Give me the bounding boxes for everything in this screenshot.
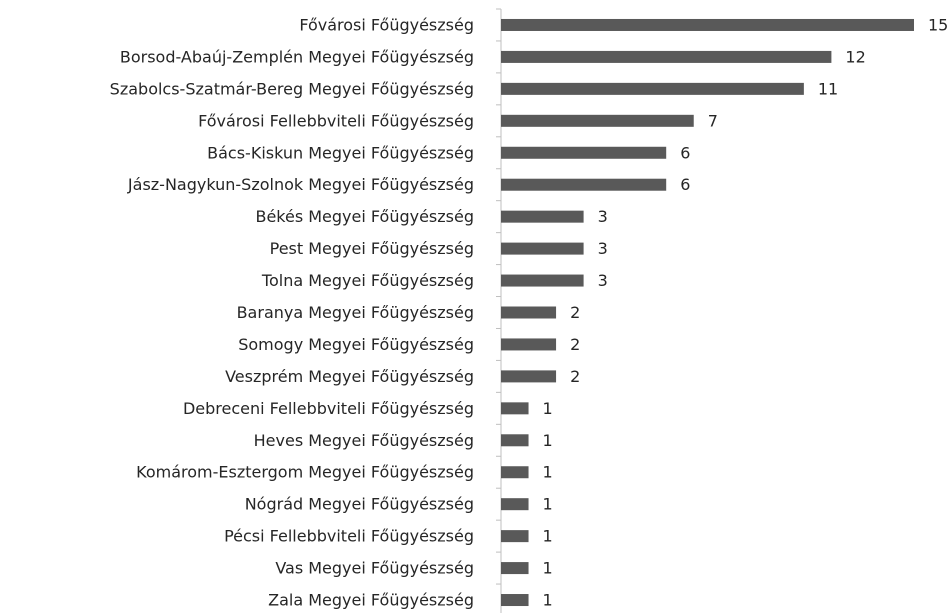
bar bbox=[501, 498, 529, 511]
value-label: 11 bbox=[818, 79, 838, 98]
category-label: Szabolcs-Szatmár-Bereg Megyei Főügyészsé… bbox=[110, 79, 474, 98]
value-label: 6 bbox=[680, 175, 690, 194]
bar bbox=[501, 434, 529, 447]
value-label: 2 bbox=[570, 303, 580, 322]
value-label: 2 bbox=[570, 367, 580, 386]
category-label: Borsod-Abaúj-Zemplén Megyei Főügyészség bbox=[120, 47, 474, 66]
value-label: 15 bbox=[928, 15, 948, 34]
bar bbox=[501, 50, 832, 63]
category-label: Jász-Nagykun-Szolnok Megyei Főügyészség bbox=[127, 175, 474, 194]
value-label: 2 bbox=[570, 335, 580, 354]
value-label: 3 bbox=[598, 207, 608, 226]
bar bbox=[501, 306, 557, 319]
bar bbox=[501, 146, 667, 159]
category-label: Veszprém Megyei Főügyészség bbox=[225, 367, 474, 386]
bar bbox=[501, 178, 667, 191]
bar bbox=[501, 370, 557, 383]
bar bbox=[501, 274, 584, 287]
bar bbox=[501, 114, 694, 127]
bar bbox=[501, 82, 804, 95]
category-label: Fővárosi Fellebbviteli Főügyészség bbox=[198, 111, 474, 130]
category-label: Baranya Megyei Főügyészség bbox=[237, 303, 474, 322]
category-label: Fővárosi Főügyészség bbox=[299, 15, 474, 34]
bar bbox=[501, 338, 557, 351]
value-label: 12 bbox=[845, 47, 865, 66]
value-label: 1 bbox=[543, 495, 553, 514]
category-label: Nógrád Megyei Főügyészség bbox=[245, 495, 474, 514]
category-label: Debreceni Fellebbviteli Főügyészség bbox=[183, 399, 474, 418]
value-label: 3 bbox=[598, 271, 608, 290]
value-label: 6 bbox=[680, 143, 690, 162]
bar bbox=[501, 210, 584, 223]
bar bbox=[501, 466, 529, 479]
category-label: Vas Megyei Főügyészség bbox=[275, 559, 474, 578]
bar bbox=[501, 594, 529, 607]
bar bbox=[501, 530, 529, 543]
value-label: 1 bbox=[543, 399, 553, 418]
value-label: 7 bbox=[708, 111, 718, 130]
bar bbox=[501, 18, 914, 31]
category-label: Békés Megyei Főügyészség bbox=[255, 207, 474, 226]
category-label: Komárom-Esztergom Megyei Főügyészség bbox=[136, 463, 474, 482]
value-label: 3 bbox=[598, 239, 608, 258]
value-label: 1 bbox=[543, 431, 553, 450]
category-label: Somogy Megyei Főügyészség bbox=[238, 335, 474, 354]
category-label: Heves Megyei Főügyészség bbox=[254, 431, 474, 450]
bar bbox=[501, 562, 529, 575]
value-label: 1 bbox=[543, 463, 553, 482]
bar bbox=[501, 402, 529, 415]
category-label: Tolna Megyei Főügyészség bbox=[261, 271, 474, 290]
category-label: Zala Megyei Főügyészség bbox=[268, 591, 474, 610]
value-label: 1 bbox=[543, 559, 553, 578]
category-label: Pécsi Fellebbviteli Főügyészség bbox=[224, 527, 474, 546]
category-label: Pest Megyei Főügyészség bbox=[270, 239, 474, 258]
category-label: Bács-Kiskun Megyei Főügyészség bbox=[207, 143, 474, 162]
value-label: 1 bbox=[543, 527, 553, 546]
value-label: 1 bbox=[543, 591, 553, 610]
bar bbox=[501, 242, 584, 255]
